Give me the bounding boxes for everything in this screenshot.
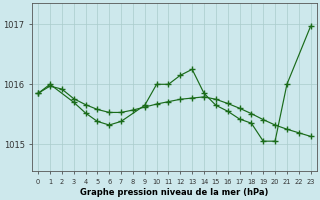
X-axis label: Graphe pression niveau de la mer (hPa): Graphe pression niveau de la mer (hPa) [80, 188, 268, 197]
